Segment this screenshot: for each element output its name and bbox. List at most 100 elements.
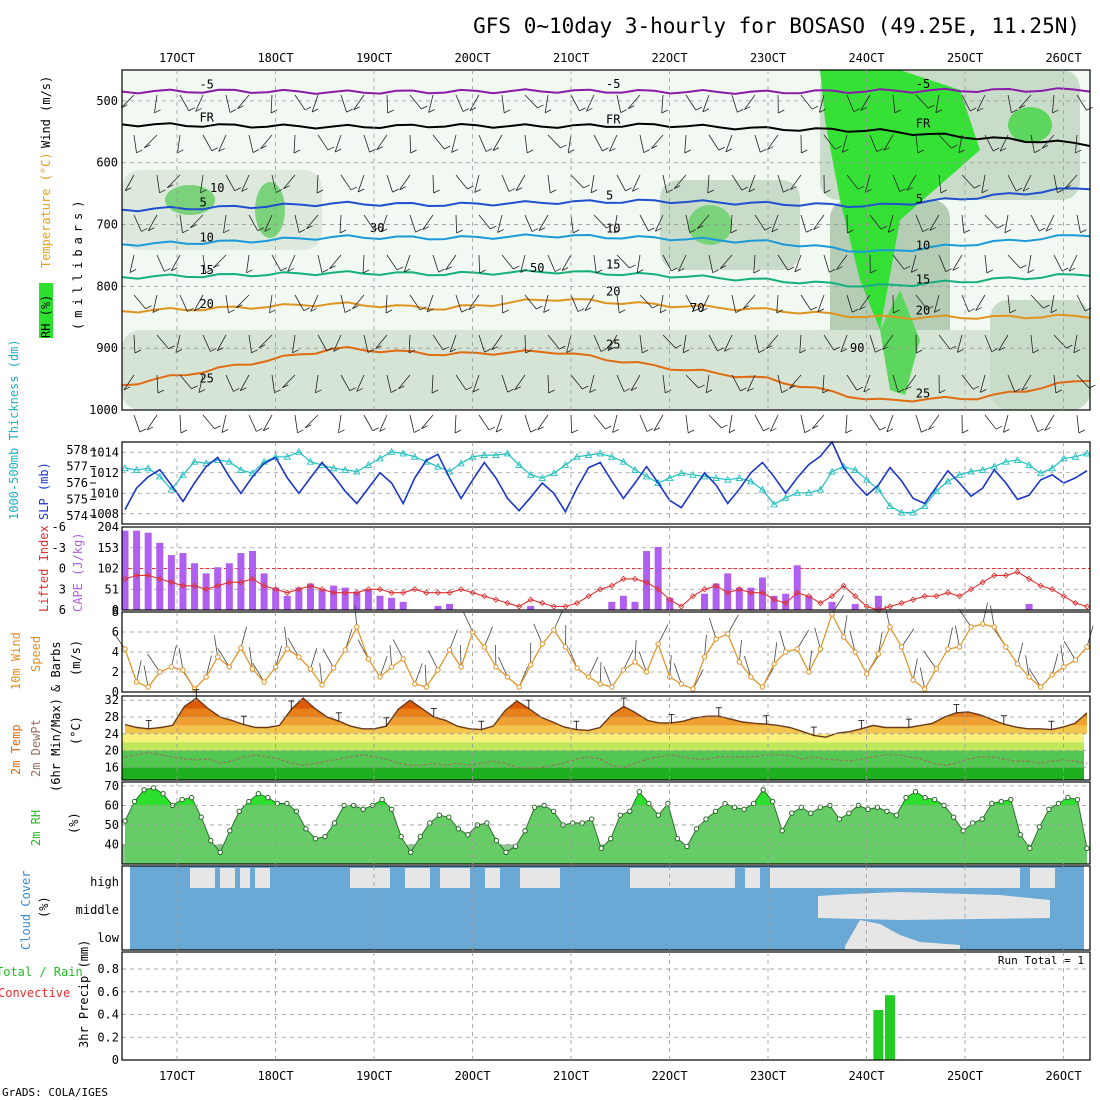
wind-barb-flag <box>125 187 132 192</box>
cape-frame <box>121 526 1091 611</box>
wind-barb-flag <box>876 148 883 153</box>
lifted-marker <box>1025 575 1033 582</box>
wind-barb <box>414 663 423 685</box>
wind-barb <box>627 94 641 109</box>
wind-barb <box>956 334 963 353</box>
wind-barb <box>754 134 761 153</box>
wind-barb <box>469 94 480 111</box>
wind-barb <box>193 294 204 311</box>
thickness-marker <box>364 461 373 468</box>
cape-bar <box>770 595 778 610</box>
rh-line-point <box>446 814 452 820</box>
wind-barb-flag <box>256 428 263 432</box>
wind-barb <box>281 374 296 389</box>
rh-line-point <box>674 835 681 842</box>
precip-label-2: Convective <box>0 986 70 1000</box>
rh-line-point <box>760 787 766 793</box>
cape-bar <box>133 530 141 610</box>
cloud-high-block <box>220 868 235 888</box>
wind-barb <box>338 414 342 433</box>
wind-barb <box>708 617 717 640</box>
wind-barb <box>638 651 647 673</box>
isotherm-label: 10 <box>606 222 620 236</box>
wind-barb <box>385 294 388 313</box>
wind-barb <box>154 94 158 113</box>
lifted-marker <box>214 582 221 589</box>
wind-barb <box>831 595 845 615</box>
rh-line-point <box>989 800 995 807</box>
wind-barb <box>375 334 388 350</box>
rh-tick: 50 <box>105 818 119 832</box>
wind-barb-flag <box>1055 389 1063 394</box>
rh-line-point <box>141 787 147 793</box>
wind-barb <box>294 414 298 433</box>
wind-barb <box>112 630 126 650</box>
cape-bar <box>619 595 627 610</box>
wind-barb-flag <box>229 109 237 113</box>
wind-barb-flag <box>538 227 546 231</box>
wind-barb <box>547 334 560 350</box>
precip-panel: 0 0.2 0.4 0.6 0.8 <box>97 951 1091 1067</box>
wind-barb-flag <box>730 229 737 234</box>
wind-barb <box>863 374 871 393</box>
wind-barb-flag <box>1057 189 1064 194</box>
wind-speed-line-point <box>713 636 719 642</box>
wind-barb <box>603 666 613 688</box>
lifted-marker <box>910 596 917 603</box>
wind-barb-flag <box>1018 105 1026 109</box>
thickness-marker <box>596 449 604 457</box>
lifted-tick: -6 <box>52 520 66 534</box>
wind-barb <box>240 626 247 649</box>
wind-barb <box>1007 374 1016 392</box>
wind-barb-flag <box>991 348 998 353</box>
wind-speed-line-point <box>354 624 360 630</box>
lifted-marker <box>376 586 384 593</box>
wind-barb <box>742 294 756 309</box>
rh-line-point <box>188 794 195 801</box>
wind-speed-line-point <box>493 664 499 670</box>
wind-barb-flag <box>171 267 178 272</box>
wind-barb-flag <box>945 268 952 273</box>
wind-barb <box>524 134 528 153</box>
isotherm-label: 5 <box>199 196 206 210</box>
wind-barb-flag <box>694 307 701 312</box>
wind-barb-flag <box>1068 267 1076 272</box>
wind-barb-flag <box>514 386 521 391</box>
wind-barb-flag <box>218 148 225 152</box>
wind-barb <box>386 254 398 271</box>
wind-barb-flag <box>484 348 491 353</box>
wind-barb-flag <box>992 147 1000 152</box>
wind-barb-flag <box>911 269 918 273</box>
wind-barb-flag <box>537 104 544 109</box>
wind-barb <box>334 134 342 153</box>
wind-barb-flag <box>981 189 989 194</box>
wind-speed-line-point <box>643 669 650 675</box>
precip-tick: 0 <box>112 1053 119 1067</box>
wind-barb <box>356 374 365 392</box>
wind-barb-flag <box>240 387 247 392</box>
wind-barb <box>958 134 963 153</box>
wind-barb-flag <box>159 189 166 194</box>
wind-barb-flag <box>922 228 929 233</box>
wind-barb <box>501 174 510 192</box>
wind-barb-flag <box>129 269 137 273</box>
wind-barb <box>156 254 165 272</box>
rh-line-point <box>198 814 204 820</box>
rh-line-point <box>941 802 947 809</box>
wind-barb-flag <box>515 187 523 191</box>
wind-barb-flag <box>778 109 785 114</box>
rh-line-point <box>503 849 509 855</box>
pressure-tick: 500 <box>96 94 118 108</box>
wind-barb <box>432 134 445 150</box>
lifted-marker <box>573 600 581 607</box>
wind-barb-flag <box>379 428 386 432</box>
wind10-label-3: & Barbs <box>49 641 63 692</box>
wind-panel: 0 2 4 6 8 <box>112 595 1094 699</box>
wind-barb <box>747 374 756 392</box>
wind-barb <box>662 254 672 272</box>
rh-line-point <box>684 843 690 850</box>
wind-barb <box>409 294 421 311</box>
wind-barb-flag <box>234 187 241 192</box>
wind-speed-line-point <box>504 674 511 680</box>
wind-barb-flag <box>362 269 370 274</box>
